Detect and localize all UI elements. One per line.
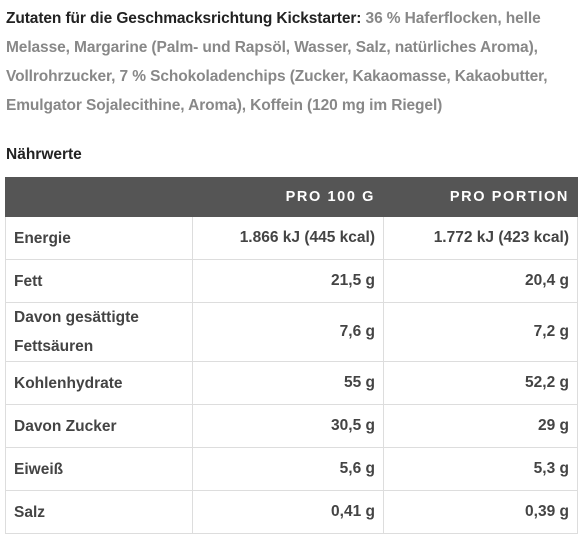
row-label: Fett: [5, 259, 193, 303]
row-label: Davon gesättigte Fettsäuren: [5, 302, 193, 362]
row-label: Salz: [5, 490, 193, 534]
table-row: Fett 21,5 g 20,4 g: [5, 259, 578, 303]
row-per-100g: 0,41 g: [192, 490, 384, 534]
row-per-portion: 29 g: [383, 404, 578, 448]
header-per-100g: PRO 100 G: [192, 177, 384, 217]
row-per-100g: 55 g: [192, 361, 384, 405]
ingredients-text: 36 % Haferflocken, helle Melasse, Margar…: [6, 10, 548, 114]
row-per-portion: 52,2 g: [383, 361, 578, 405]
table-row: Kohlenhydrate 55 g 52,2 g: [5, 361, 578, 405]
row-label: Energie: [5, 216, 193, 260]
table-row: Energie 1.866 kJ (445 kcal) 1.772 kJ (42…: [5, 216, 578, 260]
row-per-100g: 7,6 g: [192, 302, 384, 362]
row-per-100g: 5,6 g: [192, 447, 384, 491]
table-row: Salz 0,41 g 0,39 g: [5, 490, 578, 534]
row-per-portion: 7,2 g: [383, 302, 578, 362]
row-per-portion: 5,3 g: [383, 447, 578, 491]
header-empty: [5, 177, 193, 217]
ingredients-lead: Zutaten für die Geschmacksrichtung Kicks…: [6, 10, 362, 27]
table-header-row: PRO 100 G PRO PORTION: [5, 177, 578, 217]
row-per-portion: 20,4 g: [383, 259, 578, 303]
row-label: Kohlenhydrate: [5, 361, 193, 405]
row-per-portion: 1.772 kJ (423 kcal): [383, 216, 578, 260]
row-label: Davon Zucker: [5, 404, 193, 448]
row-per-portion: 0,39 g: [383, 490, 578, 534]
nutrition-table: PRO 100 G PRO PORTION Energie 1.866 kJ (…: [5, 177, 578, 534]
row-label: Eiweiß: [5, 447, 193, 491]
table-row: Davon gesättigte Fettsäuren 7,6 g 7,2 g: [5, 302, 578, 362]
nutrition-title: Nährwerte: [6, 146, 82, 163]
row-per-100g: 30,5 g: [192, 404, 384, 448]
table-row: Eiweiß 5,6 g 5,3 g: [5, 447, 578, 491]
row-per-100g: 21,5 g: [192, 259, 384, 303]
table-row: Davon Zucker 30,5 g 29 g: [5, 404, 578, 448]
header-per-portion: PRO PORTION: [383, 177, 578, 217]
ingredients-paragraph: Zutaten für die Geschmacksrichtung Kicks…: [6, 4, 578, 120]
row-per-100g: 1.866 kJ (445 kcal): [192, 216, 384, 260]
